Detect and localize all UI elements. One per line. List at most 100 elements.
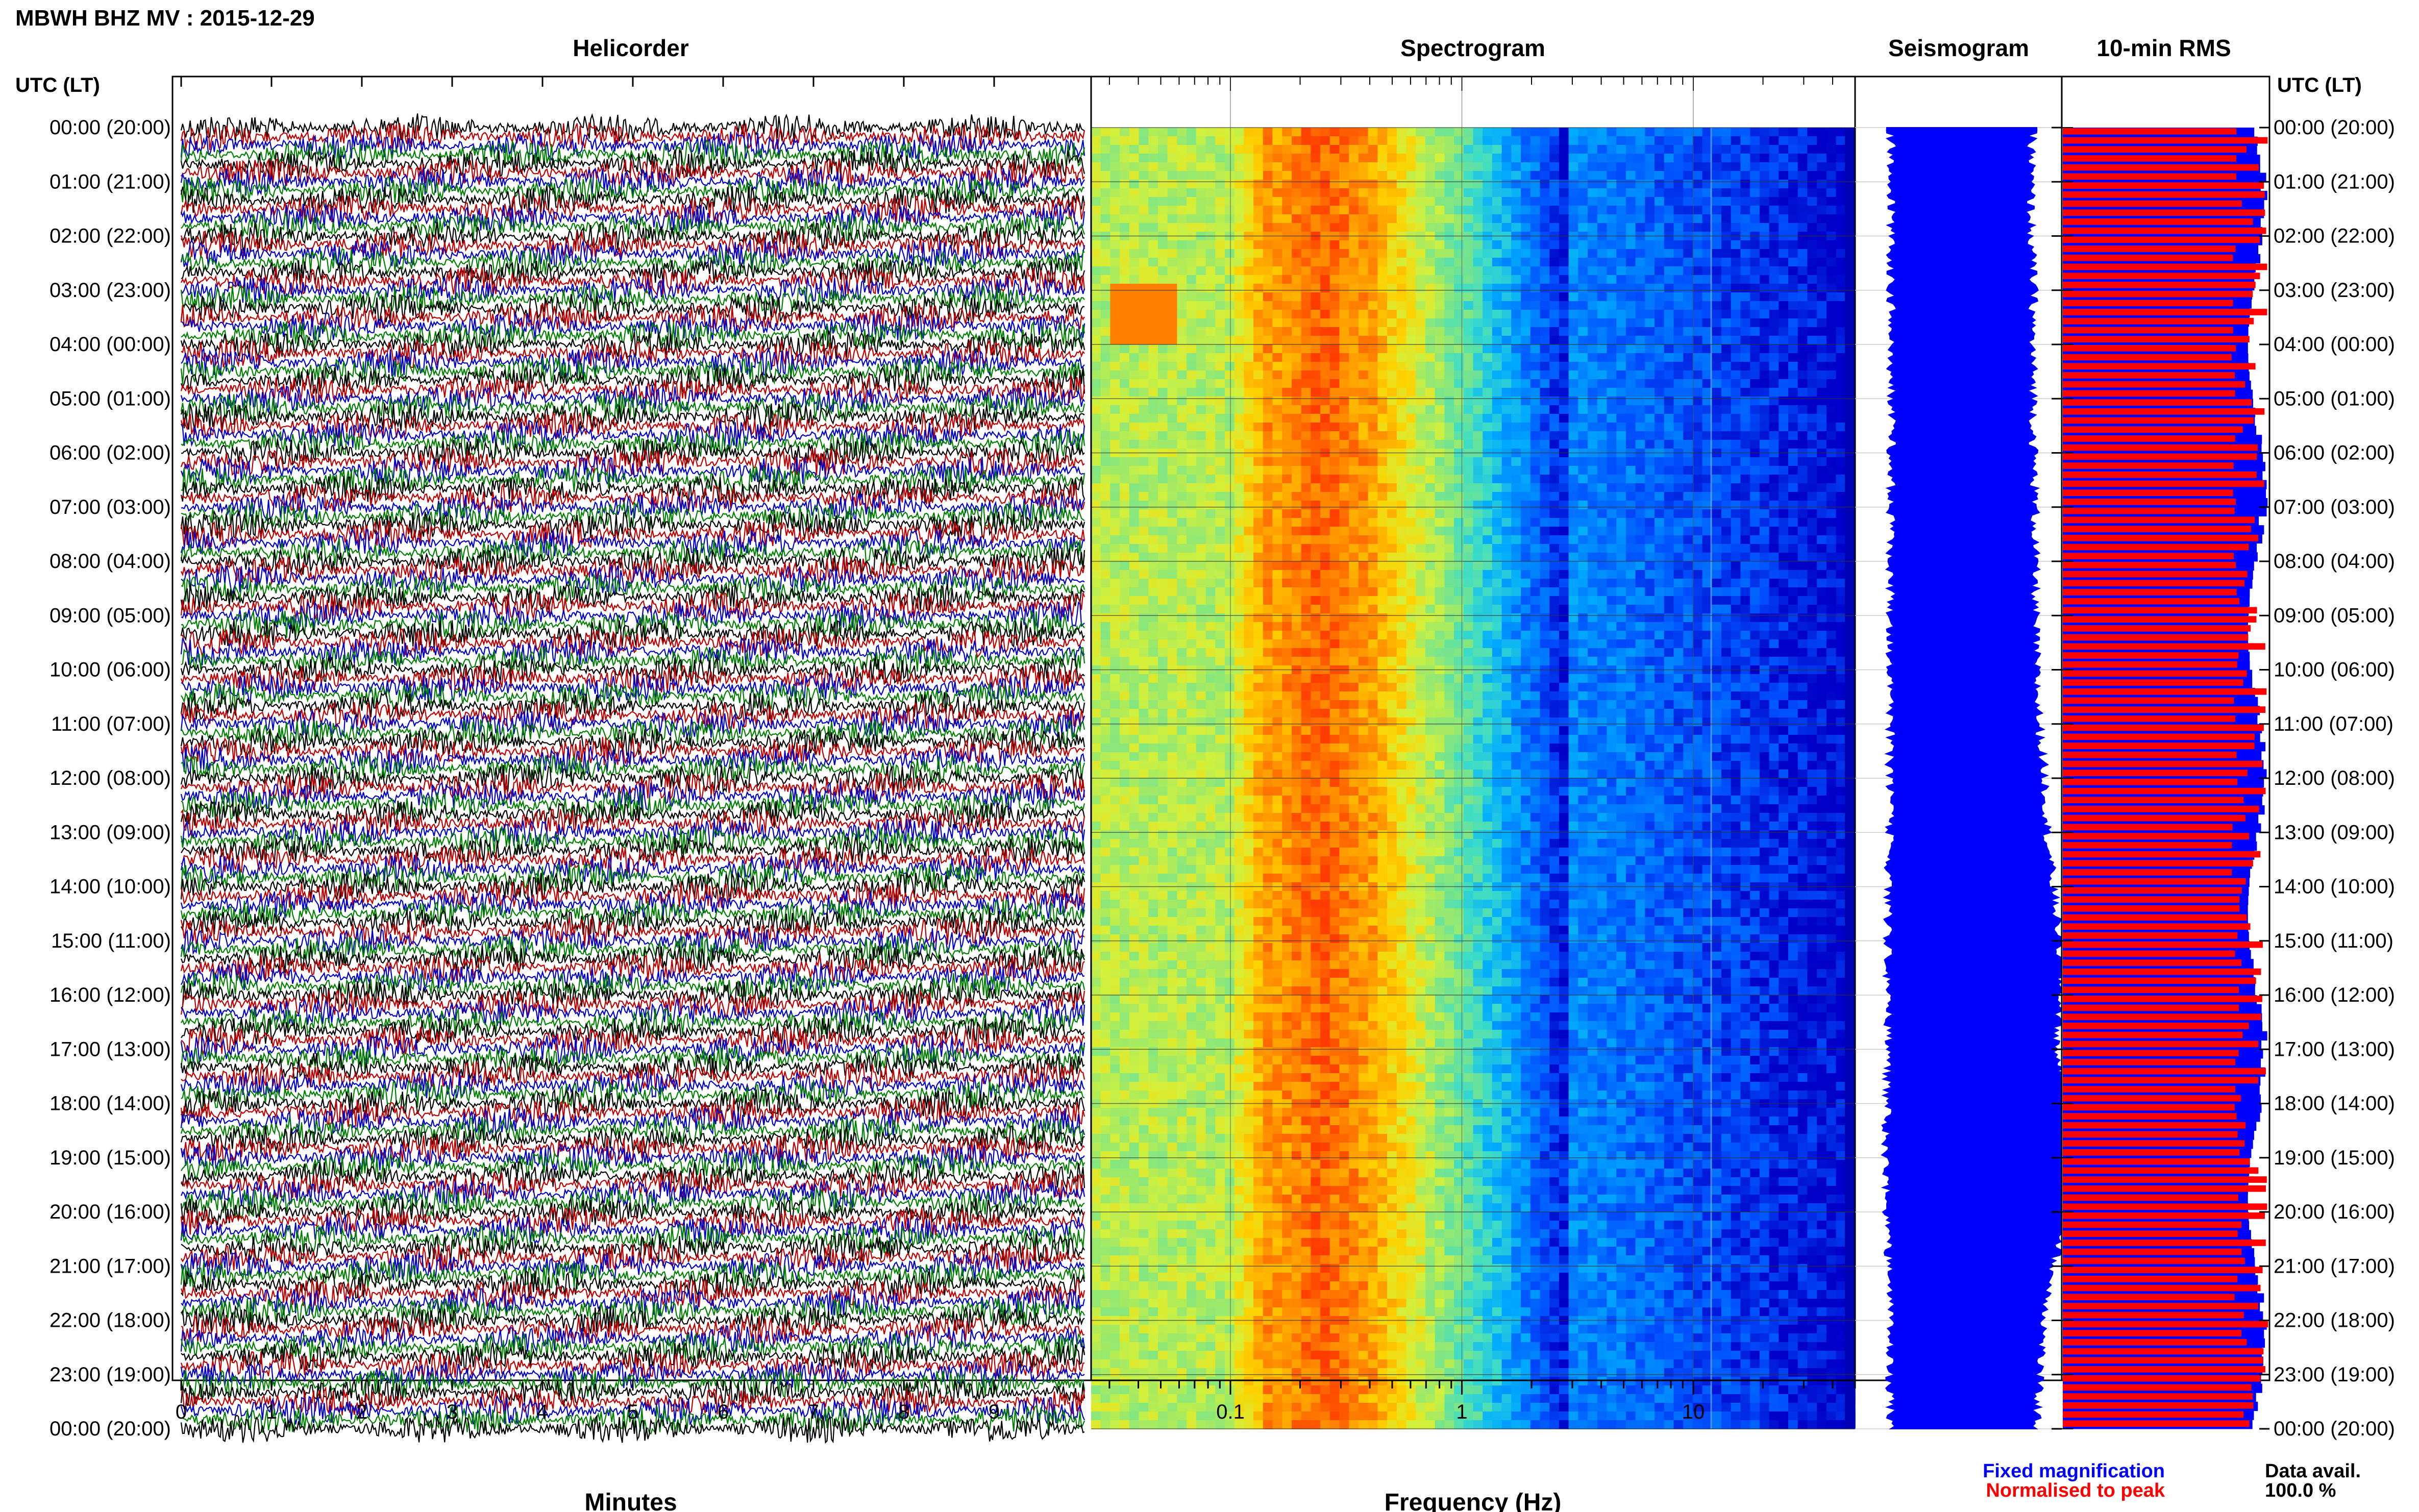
helicorder-trace: [181, 348, 1085, 379]
spectrogram-cell: [1511, 535, 1521, 544]
spectrogram-cell: [1358, 570, 1369, 579]
spectrogram-cell: [1292, 240, 1302, 250]
spectrogram-cell: [1358, 466, 1369, 475]
spectrogram-cell: [1425, 553, 1436, 562]
spectrogram-cell: [1148, 188, 1158, 197]
spectrogram-cell: [1320, 622, 1330, 631]
spectrogram-cell: [1521, 483, 1531, 492]
spectrogram-cell: [1836, 301, 1846, 310]
spectrogram-cell: [1253, 561, 1264, 571]
spectrogram-cell: [1320, 284, 1330, 293]
spectrogram-cell: [1645, 353, 1655, 362]
spectrogram-cell: [1769, 171, 1780, 180]
spectrogram-cell: [1530, 631, 1541, 640]
spectrogram-cell: [1100, 553, 1111, 562]
spectrogram-cell: [1234, 301, 1245, 310]
spectrogram-cell: [1797, 336, 1808, 345]
spectrogram-cell: [1435, 596, 1445, 605]
spectrogram-cell: [1521, 292, 1531, 302]
spectrogram-cell: [1836, 431, 1846, 440]
spectrogram-cell: [1425, 336, 1436, 345]
spectrogram-cell: [1731, 145, 1741, 154]
spectrogram-cell: [1769, 318, 1780, 328]
spectrogram-cell: [1635, 509, 1646, 518]
spectrogram-cell: [1187, 622, 1197, 631]
spectrogram-cell: [1597, 405, 1608, 414]
spectrogram-cell: [1769, 310, 1780, 319]
spectrogram-cell: [1444, 310, 1454, 319]
spectrogram-cell: [1712, 344, 1722, 354]
spectrogram-cell: [1320, 483, 1330, 492]
spectrogram-cell: [1339, 492, 1349, 501]
spectrogram-cell: [1167, 544, 1178, 553]
spectrogram-cell: [1616, 362, 1626, 371]
spectrogram-cell: [1797, 353, 1808, 362]
spectrogram-cell: [1635, 136, 1646, 145]
spectrogram-cell: [1339, 197, 1349, 206]
spectrogram-cell: [1807, 553, 1817, 562]
spectrogram-cell: [1292, 457, 1302, 466]
spectrogram-cell: [1091, 396, 1101, 406]
spectrogram-cell: [1205, 579, 1216, 588]
spectrogram-cell: [1807, 379, 1817, 388]
spectrogram-cell: [1301, 475, 1312, 484]
spectrogram-cell: [1616, 275, 1626, 284]
spectrogram-cell: [1692, 258, 1703, 267]
spectrogram-cell: [1625, 440, 1636, 449]
spectrogram-cell: [1692, 570, 1703, 579]
spectrogram-cell: [1683, 214, 1693, 224]
spectrogram-cell: [1769, 240, 1780, 250]
spectrogram-cell: [1673, 206, 1684, 215]
spectrogram-cell: [1664, 509, 1674, 518]
spectrogram-cell: [1750, 223, 1760, 232]
spectrogram-cell: [1425, 613, 1436, 623]
spectrogram-cell: [1463, 492, 1474, 501]
spectrogram-cell: [1483, 631, 1493, 640]
spectrogram-cell: [1244, 370, 1254, 380]
spectrogram-cell: [1463, 171, 1474, 180]
spectrogram-cell: [1578, 284, 1588, 293]
spectrogram-cell: [1444, 492, 1454, 501]
spectrogram-cell: [1540, 266, 1550, 276]
spectrogram-cell: [1607, 544, 1617, 553]
spectrogram-cell: [1817, 370, 1827, 380]
spectrogram-cell: [1158, 388, 1168, 397]
spectrogram-cell: [1100, 475, 1111, 484]
spectrogram-cell: [1788, 587, 1798, 597]
spectrogram-cell: [1225, 344, 1235, 354]
spectrogram-cell: [1263, 527, 1273, 536]
spectrogram-cell: [1148, 501, 1158, 510]
spectrogram-cell: [1521, 414, 1531, 423]
spectrogram-cell: [1511, 466, 1521, 475]
spectrogram-cell: [1282, 483, 1292, 492]
spectrogram-cell: [1263, 171, 1273, 180]
spectrogram-cell: [1788, 362, 1798, 371]
spectrogram-cell: [1702, 145, 1713, 154]
spectrogram-cell: [1311, 214, 1321, 224]
spectrogram-cell: [1177, 344, 1187, 354]
spectrogram-cell: [1301, 535, 1312, 544]
spectrogram-cell: [1683, 396, 1693, 406]
spectrogram-cell: [1292, 310, 1302, 319]
helicorder-trace: [180, 186, 1085, 215]
spectrogram-cell: [1196, 475, 1206, 484]
spectrogram-cell: [1282, 310, 1292, 319]
spectrogram-cell: [1635, 622, 1646, 631]
spectrogram-cell: [1225, 128, 1235, 137]
spectrogram-cell: [1253, 527, 1264, 536]
spectrogram-cell: [1597, 440, 1608, 449]
spectrogram-cell: [1110, 136, 1120, 145]
spectrogram-cell: [1473, 440, 1483, 449]
helicorder-trace: [180, 890, 1085, 920]
spectrogram-cell: [1100, 457, 1111, 466]
spectrogram-cell: [1817, 344, 1827, 354]
spectrogram-cell: [1530, 501, 1541, 510]
spectrogram-cell: [1425, 362, 1436, 371]
helicorder-trace: [181, 746, 1085, 775]
spectrogram-cell: [1559, 605, 1569, 614]
spectrogram-cell: [1368, 301, 1378, 310]
spectrogram-cell: [1148, 483, 1158, 492]
spectrogram-cell: [1091, 258, 1101, 267]
spectrogram-cell: [1120, 639, 1130, 649]
helicorder-trace: [181, 717, 1085, 749]
